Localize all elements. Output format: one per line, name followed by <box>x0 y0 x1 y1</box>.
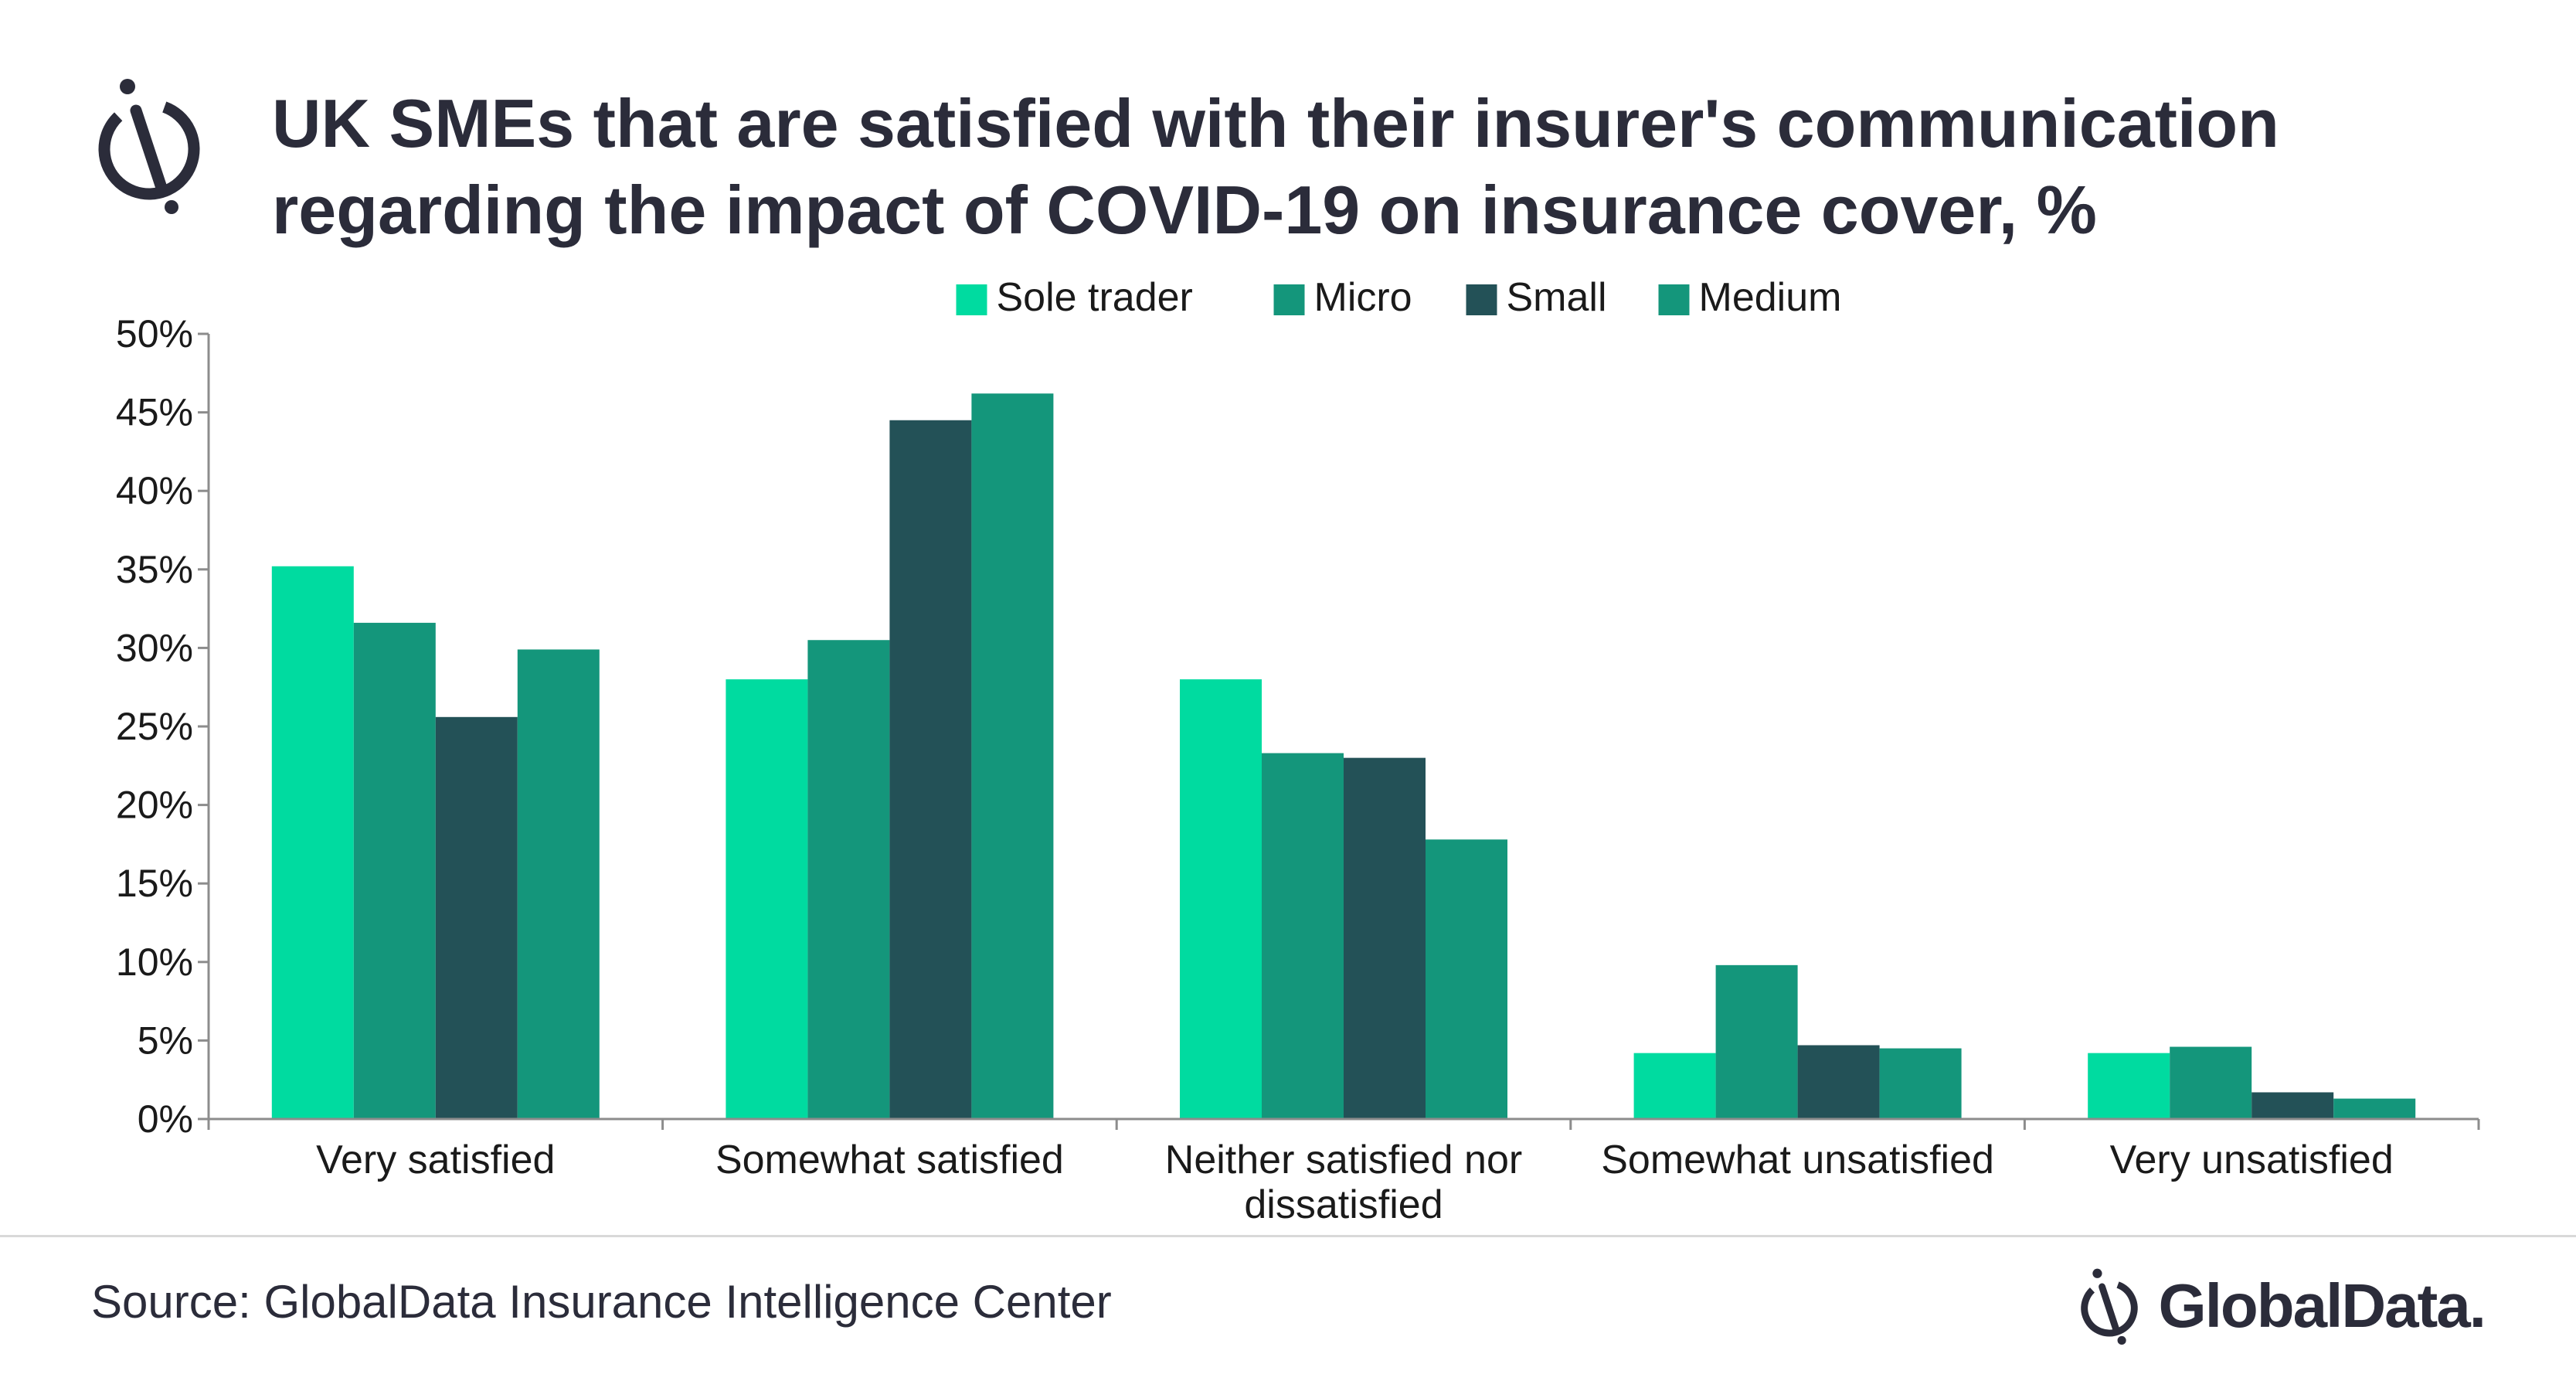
brand-logo: GlobalData. <box>2075 1264 2486 1349</box>
y-tick-label: 5% <box>138 1019 193 1062</box>
title-line-1: UK SMEs that are satisfied with their in… <box>272 85 2279 162</box>
legend-label: Small <box>1507 275 1607 320</box>
y-tick-label: 45% <box>116 391 193 434</box>
bar-micro <box>1262 753 1344 1119</box>
bar-sole-trader <box>1633 1053 1716 1119</box>
bar-sole-trader <box>271 566 354 1119</box>
bar-micro <box>2170 1046 2252 1119</box>
bar-medium <box>1879 1048 1962 1119</box>
y-tick-label: 50% <box>116 312 193 355</box>
x-category-label: dissatisfied <box>1244 1182 1443 1227</box>
bar-small <box>889 420 972 1119</box>
y-tick-label: 30% <box>116 626 193 669</box>
bar-medium <box>517 649 600 1119</box>
legend-label: Medium <box>1699 275 1842 320</box>
x-category-label: Very satisfied <box>316 1138 555 1182</box>
bar-micro <box>353 622 436 1119</box>
y-tick-label: 15% <box>116 862 193 905</box>
y-tick-label: 0% <box>138 1097 193 1141</box>
bar-sole-trader <box>2088 1053 2170 1119</box>
bar-small <box>435 716 518 1119</box>
title-line-2: regarding the impact of COVID-19 on insu… <box>272 172 2097 248</box>
bar-small <box>1797 1045 1880 1119</box>
bar-sole-trader <box>1180 679 1262 1119</box>
legend-label: Micro <box>1314 275 1412 320</box>
bar-medium <box>2333 1098 2416 1119</box>
y-tick-label: 25% <box>116 705 193 748</box>
legend-swatch <box>1658 284 1690 315</box>
page-title: UK SMEs that are satisfied with their in… <box>272 80 2513 253</box>
y-tick-label: 40% <box>116 469 193 512</box>
legend-label: Sole trader <box>997 275 1193 320</box>
legend-swatch <box>956 284 987 315</box>
footer-divider <box>0 1235 2576 1237</box>
y-tick-label: 20% <box>116 784 193 827</box>
x-category-label: Somewhat satisfied <box>715 1138 1064 1182</box>
x-category-label: Somewhat unsatisfied <box>1601 1138 1994 1182</box>
legend-swatch <box>1273 284 1305 315</box>
bar-sole-trader <box>726 679 808 1119</box>
brand-name: GlobalData. <box>2158 1271 2486 1340</box>
globaldata-brand-icon <box>2081 1268 2139 1345</box>
x-category-label: Neither satisfied nor <box>1165 1138 1522 1182</box>
bar-chart: 0% 5% 10% 15% 20% 25% 30% 35% 40% 45% 50% Very sati… <box>116 275 2480 1227</box>
bar-medium <box>1426 839 1507 1119</box>
bar-medium <box>971 393 1054 1119</box>
bar-small <box>1344 757 1426 1119</box>
y-tick-label: 10% <box>116 941 193 984</box>
legend-swatch <box>1466 284 1497 315</box>
y-tick-label: 35% <box>116 548 193 591</box>
globaldata-mark-icon <box>98 79 200 214</box>
source-note: Source: GlobalData Insurance Intelligenc… <box>91 1276 1112 1328</box>
bar-micro <box>1715 964 1798 1119</box>
bar-micro <box>807 640 890 1119</box>
x-category-label: Very unsatisfied <box>2110 1138 2394 1182</box>
bar-small <box>2251 1092 2334 1119</box>
